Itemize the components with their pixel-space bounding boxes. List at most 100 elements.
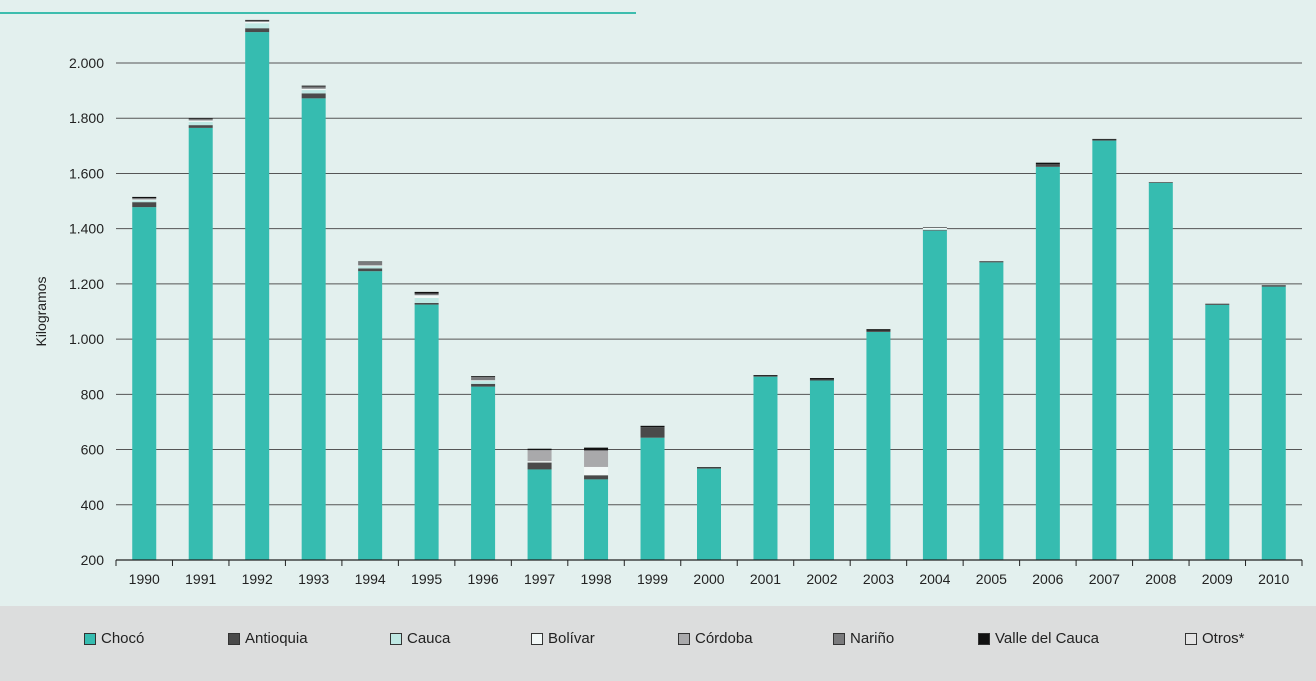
bar-segment [866,330,891,332]
bar-segment [1092,138,1117,140]
x-tick-label: 2010 [1258,571,1289,587]
y-axis-title: Kilogramos [33,276,49,346]
bar-segment [188,119,213,121]
bar-segment [301,86,326,89]
legend-swatch [531,632,543,645]
bar-segment [188,127,213,560]
bar-segment [527,448,552,451]
x-tick-label: 1995 [411,571,442,587]
y-tick-label: 200 [81,552,105,568]
y-tick-label: 600 [81,442,105,458]
y-tick-label: 400 [81,497,105,513]
legend-label: Antioquia [245,630,308,647]
bar-segment [301,90,326,94]
bar-segment [1205,303,1230,305]
bar-segment [922,227,947,230]
bar-segment [584,450,609,467]
bar-segment [697,467,721,469]
legend-background [0,606,1316,681]
x-tick-label: 2008 [1145,571,1176,587]
bar-segment [132,202,157,208]
bar-segment [414,302,439,305]
bar-segment [471,376,496,377]
bar-segment [301,85,326,87]
x-tick-label: 2001 [750,571,781,587]
bar-segment [640,427,665,438]
bar-segment [1261,285,1286,287]
bar-segment [301,98,326,560]
bar-segment [358,271,383,560]
bar-segment [132,198,157,200]
legend-item: Chocó [84,630,144,647]
bar-segment [1092,139,1117,141]
bar-segment [753,375,778,377]
bar-segment [301,88,326,91]
bar-segment [979,262,1004,560]
bar-segment [1092,140,1117,560]
legend-swatch [84,632,96,645]
y-tick-label: 1.000 [69,331,104,347]
bar-segment [188,121,213,126]
bar-segment [358,266,383,269]
x-tick-label: 2000 [693,571,724,587]
bar-segment [414,297,439,303]
bar-segment [527,462,552,470]
legend-item: Valle del Cauca [978,630,1099,647]
bar-segment [584,479,609,560]
bar-segment [753,375,778,376]
bar-segment [132,199,157,201]
bar-segment [471,376,496,381]
bar-segment [1148,182,1173,183]
bar-segment [584,475,609,480]
bar-segment [245,20,270,22]
bar-segment [809,380,834,560]
bar-segment [1035,166,1060,560]
legend-swatch [228,632,240,645]
x-tick-label: 2002 [806,571,837,587]
x-tick-label: 1999 [637,571,668,587]
y-tick-label: 1.200 [69,276,104,292]
legend-label: Nariño [850,630,895,647]
x-tick-label: 1993 [298,571,329,587]
x-tick-label: 2007 [1089,571,1120,587]
bar-segment [866,331,891,560]
bar-segment [414,291,439,294]
y-tick-label: 1.800 [69,110,104,126]
bar-segment [245,21,270,24]
bar-segment [697,468,721,469]
legend-label: Chocó [101,630,145,647]
legend-label: Cauca [407,630,451,647]
bar-segment [809,379,834,381]
bar-segment [1148,182,1173,561]
y-tick-label: 1.400 [69,221,104,237]
bar-segment [979,261,1004,262]
x-tick-label: 2006 [1032,571,1063,587]
legend-item: Nariño [833,630,894,647]
x-tick-label: 2003 [863,571,894,587]
bar-segment [471,386,496,560]
bar-segment [1261,285,1286,286]
legend-swatch [678,632,690,645]
bar-segment [358,262,383,266]
bar-segment [132,200,157,203]
bar-segment [1035,164,1060,167]
bar-segment [527,461,552,463]
bar-segment [188,118,213,120]
legend-item: Córdoba [678,630,753,647]
bar-segment [640,425,665,428]
axes: 200 400 600 800 1.000 1.200 1.400 1.600 1.800 2.0… [69,55,1303,587]
x-tick-label: 2004 [919,571,950,587]
bar-segment [527,450,552,462]
legend-swatch [833,632,845,645]
bars [132,19,1286,561]
legend-label: Bolívar [548,630,595,647]
bar-segment [1205,304,1230,305]
bar-segment [1205,304,1230,560]
bar-segment [753,376,778,560]
bar-segment [301,93,326,99]
bar-segment [132,207,157,560]
bar-segment [188,125,213,128]
x-tick-label: 1990 [129,571,160,587]
bar-segment [358,265,383,267]
